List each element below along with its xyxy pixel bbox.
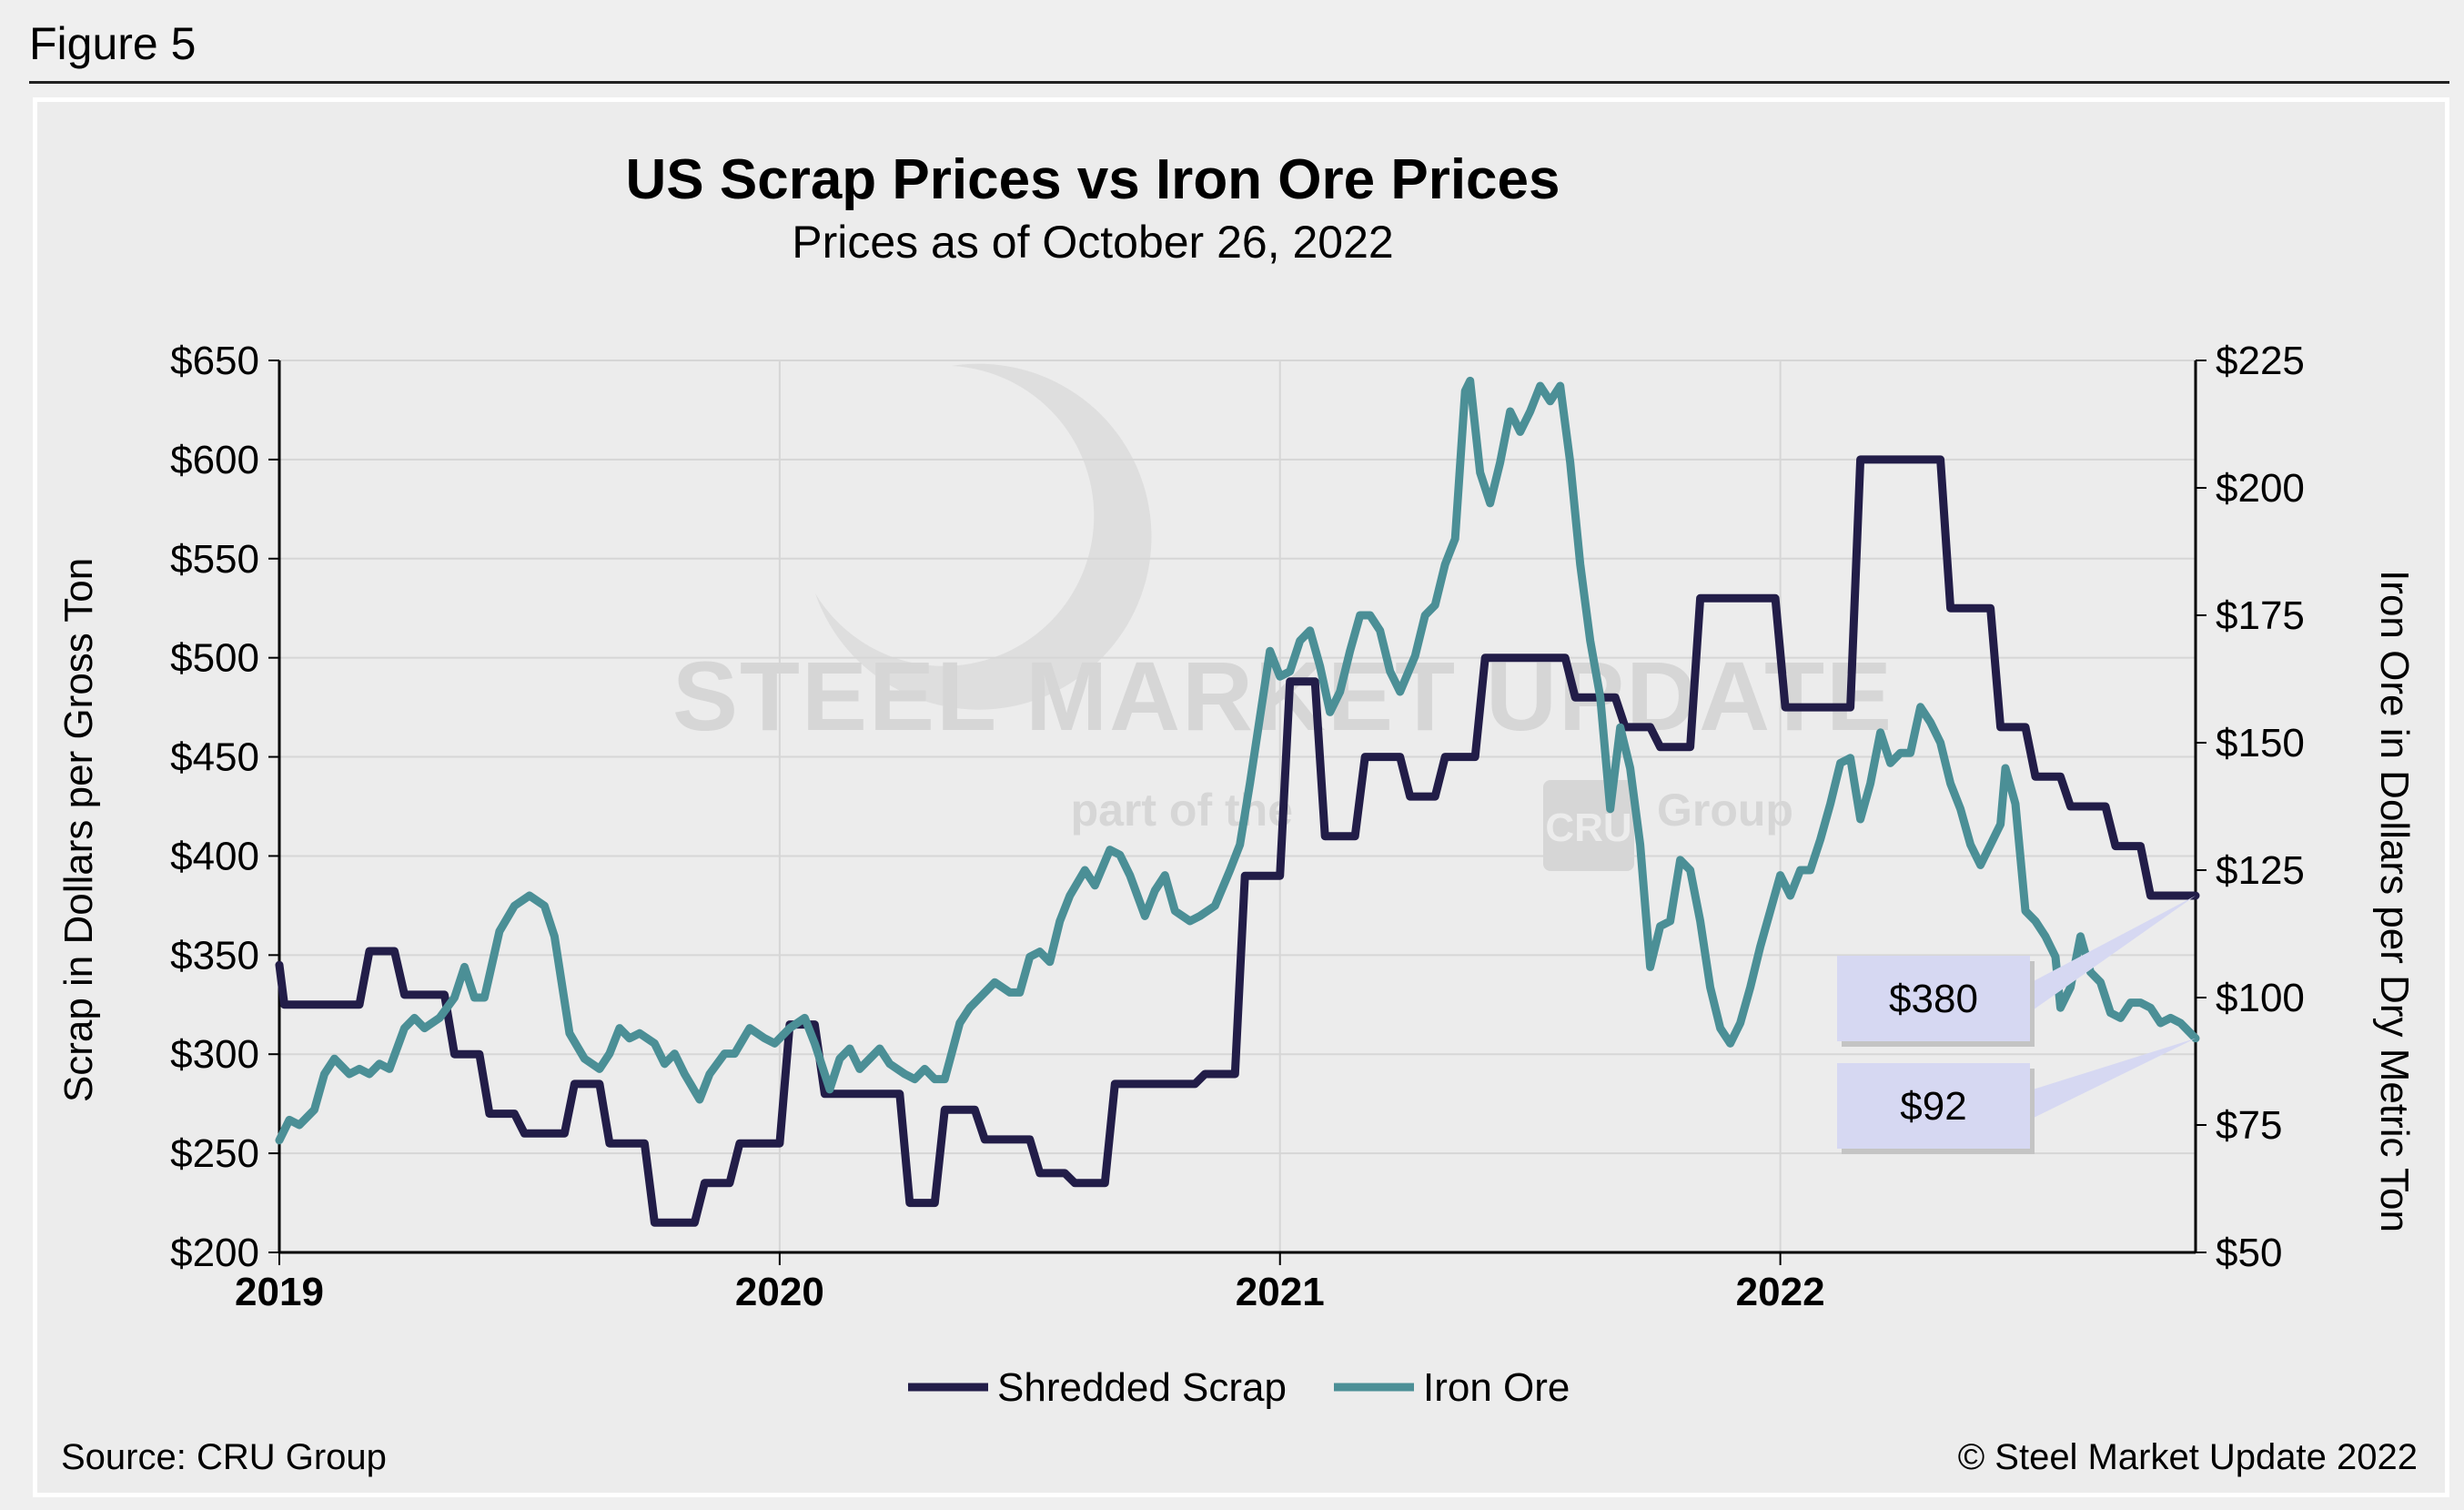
y-tick-label: $250 (170, 1131, 259, 1176)
series (275, 376, 2200, 1227)
callout-pointer (2030, 896, 2196, 1012)
figure-label: Figure 5 (29, 18, 197, 69)
y2-tick-label: $200 (2216, 466, 2305, 511)
callout-iron-ore: $92 (1837, 1038, 2196, 1154)
callout-value: $380 (1889, 977, 1978, 1021)
x-tick-label: 2021 (1236, 1270, 1325, 1314)
chart-subtitle: Prices as of October 26, 2022 (792, 217, 1393, 268)
chart-canvas: STEEL MARKET UPDATE part of the CRU Grou… (56, 148, 2418, 1477)
y2-tick-label: $75 (2216, 1103, 2282, 1148)
value-callouts: $380 $92 (1837, 896, 2196, 1154)
callout-value: $92 (1900, 1084, 1966, 1129)
y-tick-label: $650 (170, 339, 259, 383)
series-line-iron-ore (275, 376, 2200, 1145)
y2-axis-title: Iron Ore in Dollars per Dry Metric Ton (2372, 570, 2417, 1232)
y2-tick-label: $50 (2216, 1231, 2282, 1275)
y2-tick-label: $100 (2216, 976, 2305, 1020)
legend-label-iron-ore: Iron Ore (1423, 1365, 1570, 1410)
y2-tick-label: $175 (2216, 593, 2305, 638)
y2-tick-label: $125 (2216, 848, 2305, 893)
x-tick-label: 2019 (235, 1270, 324, 1314)
legend: Shredded Scrap Iron Ore (908, 1365, 1570, 1410)
y-tick-label: $500 (170, 636, 259, 681)
y2-tick-label: $150 (2216, 721, 2305, 765)
series-line-shredded-scrap (275, 455, 2200, 1227)
y-tick-label: $450 (170, 735, 259, 780)
y-tick-label: $300 (170, 1032, 259, 1077)
y2-tick-label: $225 (2216, 339, 2305, 383)
x-tick-label: 2022 (1736, 1270, 1825, 1314)
figure-divider (29, 81, 2449, 84)
watermark-crescent-shape (815, 363, 1152, 710)
y-tick-label: $600 (170, 438, 259, 482)
watermark-cru-logo: CRU (1545, 806, 1631, 850)
x-tick-label: 2020 (735, 1270, 824, 1314)
y-tick-label: $350 (170, 933, 259, 978)
source-note: Source: CRU Group (61, 1437, 387, 1477)
y-tick-label: $400 (170, 834, 259, 878)
callout-shredded-scrap: $380 (1837, 896, 2196, 1047)
y-tick-label: $550 (170, 537, 259, 582)
callout-box (1837, 956, 2030, 1041)
copyright-note: © Steel Market Update 2022 (1958, 1437, 2418, 1477)
chart-panel: STEEL MARKET UPDATE part of the CRU Grou… (33, 97, 2449, 1497)
axes: $200 $250 $300 $350 $400 $450 $500 $550 $600 $650… (170, 339, 2305, 1314)
legend-label-shredded-scrap: Shredded Scrap (997, 1365, 1287, 1410)
watermark-tagline-prefix: part of the (1071, 785, 1293, 836)
chart-title: US Scrap Prices vs Iron Ore Prices (626, 148, 1560, 211)
callout-pointer (2030, 1038, 2196, 1120)
y-axis-title: Scrap in Dollars per Gross Ton (56, 558, 101, 1102)
y-tick-label: $200 (170, 1231, 259, 1275)
callout-box (1837, 1063, 2030, 1149)
watermark-tagline-suffix: Group (1657, 785, 1793, 836)
